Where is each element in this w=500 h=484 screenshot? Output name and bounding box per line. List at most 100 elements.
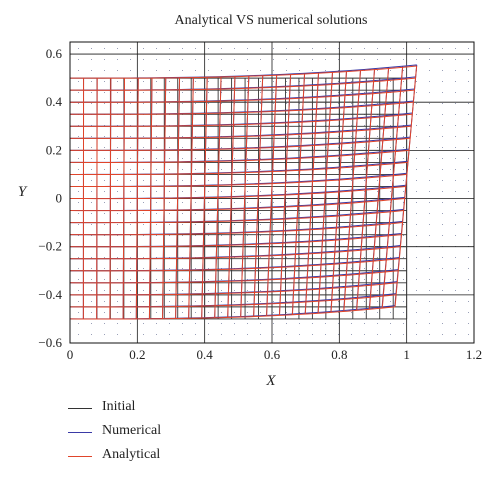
background-dot bbox=[351, 279, 352, 280]
background-dot bbox=[403, 158, 404, 159]
background-dot bbox=[156, 180, 157, 181]
background-dot bbox=[208, 268, 209, 269]
background-dot bbox=[156, 169, 157, 170]
background-dot bbox=[78, 158, 79, 159]
background-dot bbox=[78, 125, 79, 126]
background-dot bbox=[91, 312, 92, 313]
background-dot bbox=[351, 257, 352, 258]
background-dot bbox=[117, 81, 118, 82]
mesh-analytical-row-line bbox=[69, 149, 410, 163]
mesh-analytical-row-line bbox=[69, 270, 399, 284]
background-dot bbox=[468, 169, 469, 170]
background-dot bbox=[182, 268, 183, 269]
background-dot bbox=[403, 92, 404, 93]
background-dot bbox=[455, 147, 456, 148]
background-dot bbox=[299, 147, 300, 148]
background-dot bbox=[169, 290, 170, 291]
background-dot bbox=[143, 290, 144, 291]
background-dot bbox=[195, 147, 196, 148]
background-dot bbox=[130, 136, 131, 137]
background-dot bbox=[455, 191, 456, 192]
background-dot bbox=[169, 169, 170, 170]
background-dot bbox=[143, 180, 144, 181]
background-dot bbox=[273, 70, 274, 71]
background-dot bbox=[403, 312, 404, 313]
background-dot bbox=[351, 169, 352, 170]
background-dot bbox=[286, 59, 287, 60]
x-axis-label: X bbox=[265, 373, 276, 389]
background-dot bbox=[169, 235, 170, 236]
background-dot bbox=[195, 191, 196, 192]
background-dot bbox=[442, 213, 443, 214]
background-dot bbox=[390, 48, 391, 49]
background-dot bbox=[468, 224, 469, 225]
background-dot bbox=[468, 147, 469, 148]
x-tick-label: 0 bbox=[67, 347, 74, 362]
mesh-analytical-series bbox=[69, 65, 418, 320]
background-dot bbox=[208, 136, 209, 137]
background-dot bbox=[403, 202, 404, 203]
background-dot bbox=[182, 59, 183, 60]
background-dot bbox=[273, 235, 274, 236]
background-dot bbox=[169, 136, 170, 137]
background-dot bbox=[130, 59, 131, 60]
background-dot bbox=[351, 125, 352, 126]
background-dot bbox=[377, 334, 378, 335]
background-dot bbox=[416, 213, 417, 214]
background-dot bbox=[182, 235, 183, 236]
background-dot bbox=[182, 136, 183, 137]
background-dot bbox=[78, 334, 79, 335]
background-dot bbox=[104, 81, 105, 82]
background-dot bbox=[234, 301, 235, 302]
background-dot bbox=[455, 268, 456, 269]
background-dot bbox=[130, 224, 131, 225]
background-dot bbox=[416, 158, 417, 159]
background-dot bbox=[429, 125, 430, 126]
background-dot bbox=[299, 81, 300, 82]
background-dot bbox=[91, 301, 92, 302]
background-dot bbox=[91, 268, 92, 269]
background-dot bbox=[286, 92, 287, 93]
background-dot bbox=[286, 48, 287, 49]
background-dot bbox=[195, 202, 196, 203]
background-dot bbox=[156, 235, 157, 236]
background-dot bbox=[247, 312, 248, 313]
background-dot bbox=[390, 323, 391, 324]
background-dot bbox=[78, 48, 79, 49]
background-dot bbox=[416, 48, 417, 49]
background-dot bbox=[468, 235, 469, 236]
background-dot bbox=[455, 213, 456, 214]
background-dot bbox=[182, 169, 183, 170]
background-dot bbox=[468, 59, 469, 60]
background-dot bbox=[286, 202, 287, 203]
background-dot bbox=[234, 158, 235, 159]
background-dot bbox=[351, 268, 352, 269]
background-dot bbox=[390, 279, 391, 280]
background-dot bbox=[429, 301, 430, 302]
background-dot bbox=[156, 136, 157, 137]
background-dot bbox=[143, 81, 144, 82]
background-dot bbox=[364, 158, 365, 159]
background-dot bbox=[403, 268, 404, 269]
background-dot bbox=[455, 257, 456, 258]
background-dot bbox=[169, 158, 170, 159]
background-dot bbox=[442, 312, 443, 313]
background-dot bbox=[117, 191, 118, 192]
background-dot bbox=[299, 235, 300, 236]
background-dot bbox=[182, 191, 183, 192]
background-dot bbox=[390, 81, 391, 82]
background-dot bbox=[195, 323, 196, 324]
background-dot bbox=[221, 191, 222, 192]
background-dot bbox=[104, 290, 105, 291]
background-dot bbox=[364, 334, 365, 335]
background-dot bbox=[182, 312, 183, 313]
background-dot bbox=[221, 202, 222, 203]
background-dot bbox=[455, 334, 456, 335]
background-dot bbox=[377, 301, 378, 302]
background-dot bbox=[299, 334, 300, 335]
background-dot bbox=[403, 81, 404, 82]
background-dot bbox=[78, 81, 79, 82]
background-dot bbox=[117, 136, 118, 137]
background-dot bbox=[403, 136, 404, 137]
background-dot bbox=[377, 290, 378, 291]
